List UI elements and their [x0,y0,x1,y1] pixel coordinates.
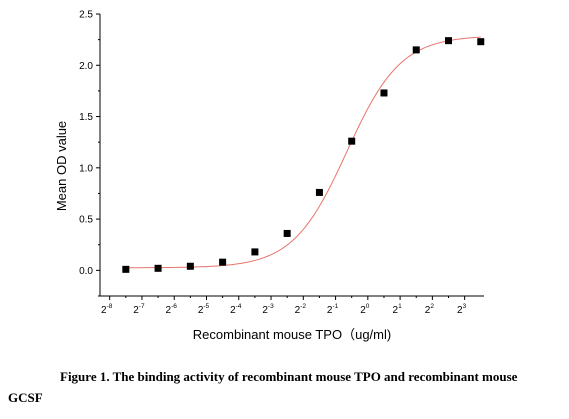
x-tick-label: 22 [425,303,435,316]
data-point [477,38,485,46]
y-tick-label: 1.5 [79,112,93,123]
x-tick-label: 2-4 [230,303,242,316]
x-tick-label: 2-5 [198,303,210,316]
figure-caption-line1: Figure 1. The binding activity of recomb… [60,369,518,384]
y-tick-label: 2.0 [79,61,93,72]
x-tick-label: 2-1 [327,303,339,316]
x-axis-title: Recombinant mouse TPO（ug/ml) [193,327,391,342]
y-tick-label: 2.5 [79,10,93,21]
y-tick-label: 0.5 [79,215,93,226]
x-tick-label: 2-7 [133,303,145,316]
data-point [380,89,388,97]
data-point [219,258,227,266]
data-point [251,248,259,256]
chart: 2-8 2-7 2-6 2-5 2-4 2-3 2-2 2-1 20 21 22 23 Recombi… [54,10,485,342]
x-tick-label: 2-3 [262,303,274,316]
x-tick-label: 2-6 [166,303,178,316]
y-axis-title: Mean OD value [54,121,69,211]
data-point [412,46,420,54]
data-markers [122,37,485,273]
x-tick-label: 21 [393,303,403,316]
x-tick-label: 20 [360,303,370,316]
y-tick-label: 1.0 [79,163,93,174]
fit-curve-line [125,36,481,269]
figure-caption-line2: GCSF [8,390,43,405]
y-axis: 0.0 0.5 1.0 1.5 2.0 2.5 Mean OD value [54,10,101,297]
x-tick-label: 2-8 [101,303,113,316]
x-tick-label: 2-2 [295,303,307,316]
y-tick-label: 0.0 [79,266,93,277]
data-point [122,265,130,273]
data-point [283,229,291,237]
data-point [315,188,323,196]
x-axis: 2-8 2-7 2-6 2-5 2-4 2-3 2-2 2-1 20 21 22 23 Recombi… [100,295,484,342]
data-point [445,37,452,45]
data-point [186,262,194,270]
x-tick-label: 23 [457,303,467,316]
data-point [348,137,356,145]
data-point [154,264,162,272]
